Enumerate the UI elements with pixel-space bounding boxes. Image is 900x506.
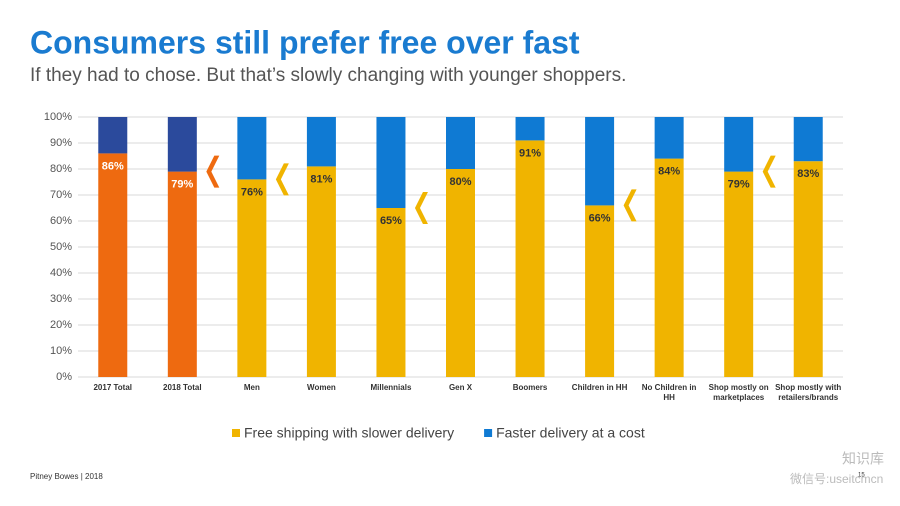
page-number: 15 [858, 473, 865, 479]
x-tick-label: Women [307, 383, 336, 392]
watermark: 微信号:useitcmcn [790, 472, 883, 486]
x-tick-label: Millennials [370, 383, 412, 392]
value-label: 84% [658, 166, 680, 178]
y-tick-label: 50% [50, 241, 72, 253]
footer: Pitney Bowes | 2018 [30, 472, 103, 481]
bar-segment [515, 117, 545, 141]
bar-segment [237, 179, 267, 377]
bar-segment [654, 117, 684, 159]
bar-segment [585, 205, 615, 377]
x-tick-label: Men [243, 383, 260, 392]
y-tick-label: 70% [50, 189, 72, 201]
bar-segment [446, 117, 475, 169]
value-label: 65% [380, 215, 402, 227]
legend-swatch [232, 429, 240, 437]
x-tick-label: 2017 Total [93, 383, 133, 392]
y-tick-label: 10% [50, 345, 72, 357]
value-label: 80% [449, 176, 471, 188]
bar-segment [376, 117, 406, 208]
legend-label: Free shipping with slower delivery [244, 425, 454, 441]
value-label: 66% [589, 212, 611, 224]
subtitle: If they had to chose. But that’s slowly … [30, 65, 626, 86]
bar-segment [167, 171, 197, 377]
bar-segment [654, 158, 684, 377]
y-tick-label: 40% [50, 267, 72, 279]
y-tick-label: 100% [44, 111, 72, 123]
x-tick-label: Boomers [512, 383, 548, 392]
y-tick-label: 20% [50, 319, 72, 331]
bar-segment [724, 117, 754, 172]
bar-segment [446, 169, 475, 377]
bar-segment [98, 117, 128, 154]
chevron [762, 155, 776, 188]
bar-segment [98, 153, 128, 377]
bar-segment [793, 161, 823, 377]
chevron [623, 189, 637, 222]
bar-segment [306, 117, 336, 167]
x-tick-label: Shop mostly with retailers/brands [775, 383, 842, 402]
bar-segment [376, 208, 406, 377]
x-tick-label: 2018 Total [163, 383, 202, 392]
chevron [275, 163, 289, 196]
bar-segment [167, 117, 197, 172]
value-label: 86% [102, 160, 124, 172]
y-tick-label: 0% [56, 371, 72, 383]
value-label: 79% [171, 179, 193, 191]
x-tick-label: No Children in HH [641, 383, 697, 402]
legend-swatch [484, 429, 493, 437]
legend-label: Faster delivery at a cost [496, 425, 645, 441]
watermark: 知识库 [842, 451, 884, 467]
x-tick-label: Shop mostly on marketplaces [708, 383, 769, 402]
bar-segment [793, 117, 823, 162]
chevron [206, 155, 220, 188]
value-label: 91% [519, 147, 541, 159]
value-label: 76% [241, 186, 263, 198]
x-tick-label: Children in HH [571, 383, 628, 392]
title: Consumers still prefer free over fast [30, 24, 580, 60]
chevron [414, 192, 428, 224]
bar-segment [724, 171, 754, 377]
y-tick-label: 90% [50, 137, 72, 149]
value-label: 79% [728, 179, 750, 191]
bar-segment [515, 140, 545, 377]
bar-segment [585, 117, 615, 206]
y-tick-label: 80% [50, 163, 72, 175]
value-label: 83% [797, 168, 819, 180]
y-tick-label: 60% [50, 215, 72, 227]
bar-segment [237, 117, 267, 180]
x-tick-label: Gen X [448, 383, 473, 392]
y-tick-label: 30% [50, 293, 72, 305]
value-label: 81% [310, 173, 332, 185]
bar-segment [306, 166, 336, 377]
